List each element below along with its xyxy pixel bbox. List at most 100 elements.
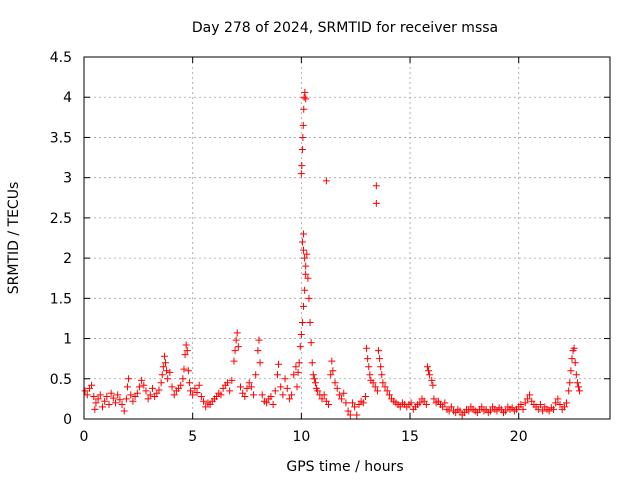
data-point [456,407,464,415]
data-point [258,391,266,399]
data-point [416,399,424,407]
data-point [304,274,312,282]
data-point [200,397,208,405]
data-point [297,331,305,339]
data-point [129,397,137,405]
x-tick-label: 5 [188,429,197,445]
data-point [88,381,96,389]
data-point [162,359,170,367]
data-point [236,383,244,391]
y-tick-label: 2.5 [50,211,72,227]
data-point [180,365,188,373]
data-point [91,405,99,413]
data-point [306,318,314,326]
data-point [146,391,154,399]
data-point [273,371,281,379]
data-point [425,367,433,375]
data-point [346,411,354,419]
data-point [375,347,383,355]
data-point [185,379,193,387]
data-point [232,336,240,344]
data-point [570,344,578,352]
data-point [94,395,102,403]
data-point [271,387,279,395]
data-point [311,379,319,387]
data-point [133,389,141,397]
data-point [144,395,152,403]
data-point [163,367,171,375]
data-point [243,384,251,392]
y-tick-label: 0 [63,412,72,428]
data-point [439,403,447,411]
data-point [107,389,115,397]
data-point [441,399,449,407]
data-point [189,391,197,399]
data-point [250,391,258,399]
data-point [568,355,576,363]
data-point [299,121,307,129]
x-tick-label: 15 [401,429,419,445]
data-point [123,383,131,391]
data-point [202,403,210,411]
data-point [325,401,333,409]
data-point [305,294,313,302]
data-point [307,339,315,347]
data-point [322,177,330,185]
data-point [118,401,126,409]
data-point [263,399,271,407]
data-point [333,384,341,392]
data-point [366,371,374,379]
data-point [81,387,89,395]
data-point [135,383,143,391]
data-point [303,250,311,258]
data-point [556,401,564,409]
data-point [275,360,283,368]
data-point [379,379,387,387]
data-point [309,371,317,379]
data-point [247,383,255,391]
data-point [373,387,381,395]
data-point [256,359,264,367]
data-point [549,405,557,413]
data-point [170,391,178,399]
y-tick-label: 1 [63,332,72,348]
x-tick-label: 0 [80,429,89,445]
data-point [364,355,372,363]
data-point [565,387,573,395]
data-point [523,395,531,403]
data-point [351,403,359,411]
data-point [302,262,310,270]
data-point [338,395,346,403]
data-point [241,392,249,400]
data-point [298,162,306,170]
data-point [83,391,91,399]
data-point [177,381,185,389]
data-point [519,405,527,413]
data-point [560,403,568,411]
data-point [328,357,336,365]
data-point [517,401,525,409]
data-point [361,392,369,400]
data-point [302,95,310,103]
data-point [310,375,318,383]
data-point [254,347,262,355]
data-point [297,170,305,178]
data-point [363,344,371,352]
data-point [554,395,562,403]
data-point [300,93,308,101]
data-point [573,379,581,387]
data-point [293,383,301,391]
data-point [195,381,203,389]
data-point [182,341,190,349]
data-point [302,270,310,278]
data-point [148,384,156,392]
data-point [179,375,187,383]
data-point [572,371,580,379]
data-point [90,392,98,400]
data-point [160,352,168,360]
data-point [372,199,380,207]
data-point [486,407,494,415]
y-tick-label: 1.5 [50,291,72,307]
data-point [340,389,348,397]
